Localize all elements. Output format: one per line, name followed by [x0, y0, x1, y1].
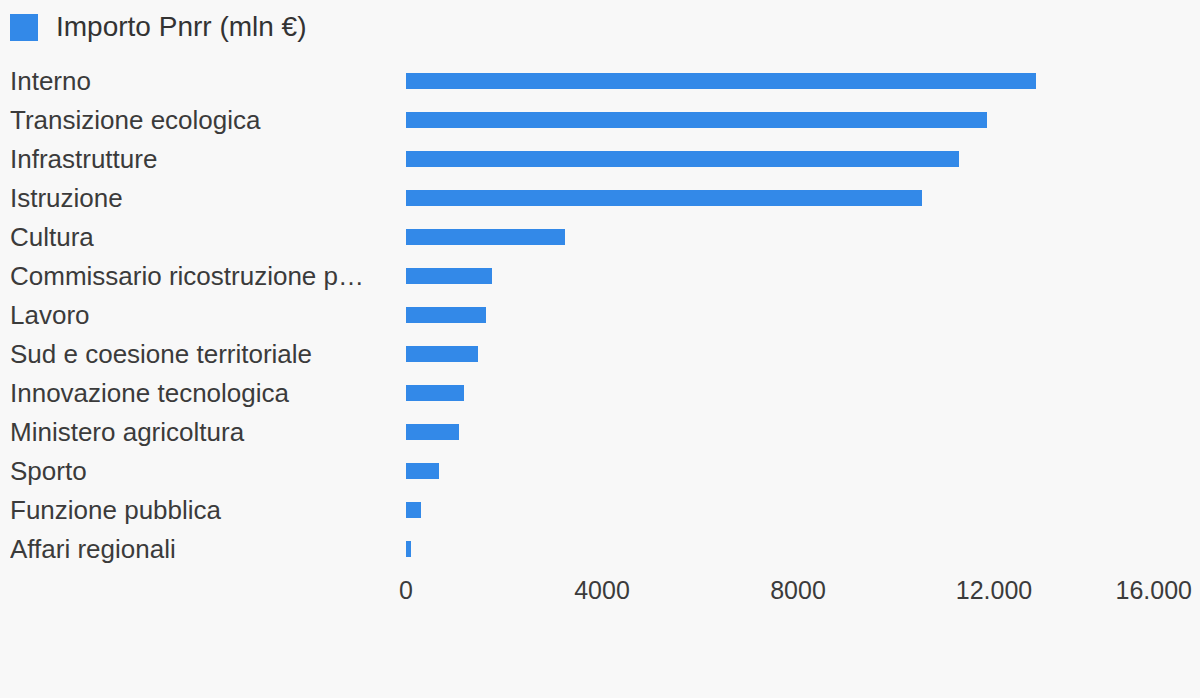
bar[interactable]: [406, 307, 486, 323]
category-label: Interno: [10, 66, 400, 96]
bar[interactable]: [406, 541, 411, 557]
legend-label: Importo Pnrr (mln €): [56, 11, 307, 43]
category-label: Sud e coesione territoriale: [10, 339, 400, 369]
bar[interactable]: [406, 190, 922, 206]
x-axis-tick-label: 4000: [574, 577, 630, 603]
category-label: Transizione ecologica: [10, 105, 400, 135]
bar[interactable]: [406, 73, 1036, 89]
bar[interactable]: [406, 424, 459, 440]
category-label: Commissario ricostruzione p…: [10, 261, 400, 291]
bar[interactable]: [406, 502, 421, 518]
category-label: Lavoro: [10, 300, 400, 330]
category-label: Cultura: [10, 222, 400, 252]
category-label: Affari regionali: [10, 534, 400, 564]
legend-item[interactable]: Importo Pnrr (mln €): [10, 11, 307, 43]
x-axis-tick-label: 16.000: [1116, 577, 1192, 603]
category-label: Sporto: [10, 456, 400, 486]
category-label: Infrastrutture: [10, 144, 400, 174]
pnrr-bar-chart: Importo Pnrr (mln €) Interno Transizione …: [0, 0, 1200, 698]
category-label: Funzione pubblica: [10, 495, 400, 525]
legend-swatch-icon: [10, 14, 38, 41]
bar[interactable]: [406, 151, 959, 167]
bar[interactable]: [406, 229, 565, 245]
category-label: Innovazione tecnologica: [10, 378, 400, 408]
bar[interactable]: [406, 112, 987, 128]
category-label: Istruzione: [10, 183, 400, 213]
bar[interactable]: [406, 346, 478, 362]
x-axis-tick-label: 8000: [770, 577, 826, 603]
bar[interactable]: [406, 385, 464, 401]
x-axis-tick-label: 12.000: [956, 577, 1032, 603]
bar[interactable]: [406, 463, 439, 479]
category-label: Ministero agricoltura: [10, 417, 400, 447]
bar[interactable]: [406, 268, 492, 284]
x-axis-tick-label: 0: [399, 577, 413, 603]
